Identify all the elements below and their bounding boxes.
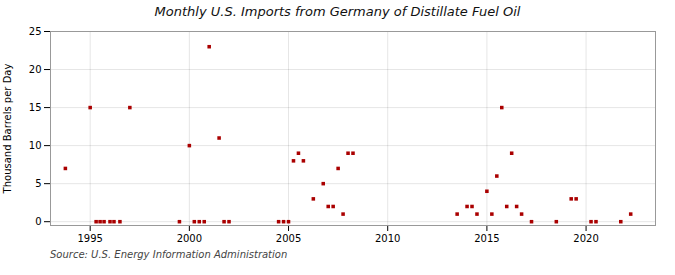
- svg-text:25: 25: [29, 26, 42, 37]
- svg-text:1995: 1995: [77, 233, 102, 244]
- svg-text:2010: 2010: [375, 233, 400, 244]
- html-text:Source: U.S. Energy Informatio: Source: U.S. Energy Information Administ…: [50, 249, 288, 260]
- svg-text:Thousand Barrels per Day: Thousand Barrels per Day: [2, 64, 13, 195]
- svg-text:0: 0: [35, 216, 41, 227]
- svg-text:2005: 2005: [276, 233, 301, 244]
- svg-text:2000: 2000: [177, 233, 202, 244]
- svg-text:10: 10: [29, 140, 42, 151]
- svg-text:15: 15: [29, 102, 42, 113]
- svg-text:2020: 2020: [573, 233, 598, 244]
- svg-text:20: 20: [29, 64, 42, 75]
- svg-text:2015: 2015: [474, 233, 499, 244]
- html-text:Monthly U.S. Imports from Germ: Monthly U.S. Imports from Germany of Dis…: [154, 4, 521, 19]
- svg-text:5: 5: [35, 178, 41, 189]
